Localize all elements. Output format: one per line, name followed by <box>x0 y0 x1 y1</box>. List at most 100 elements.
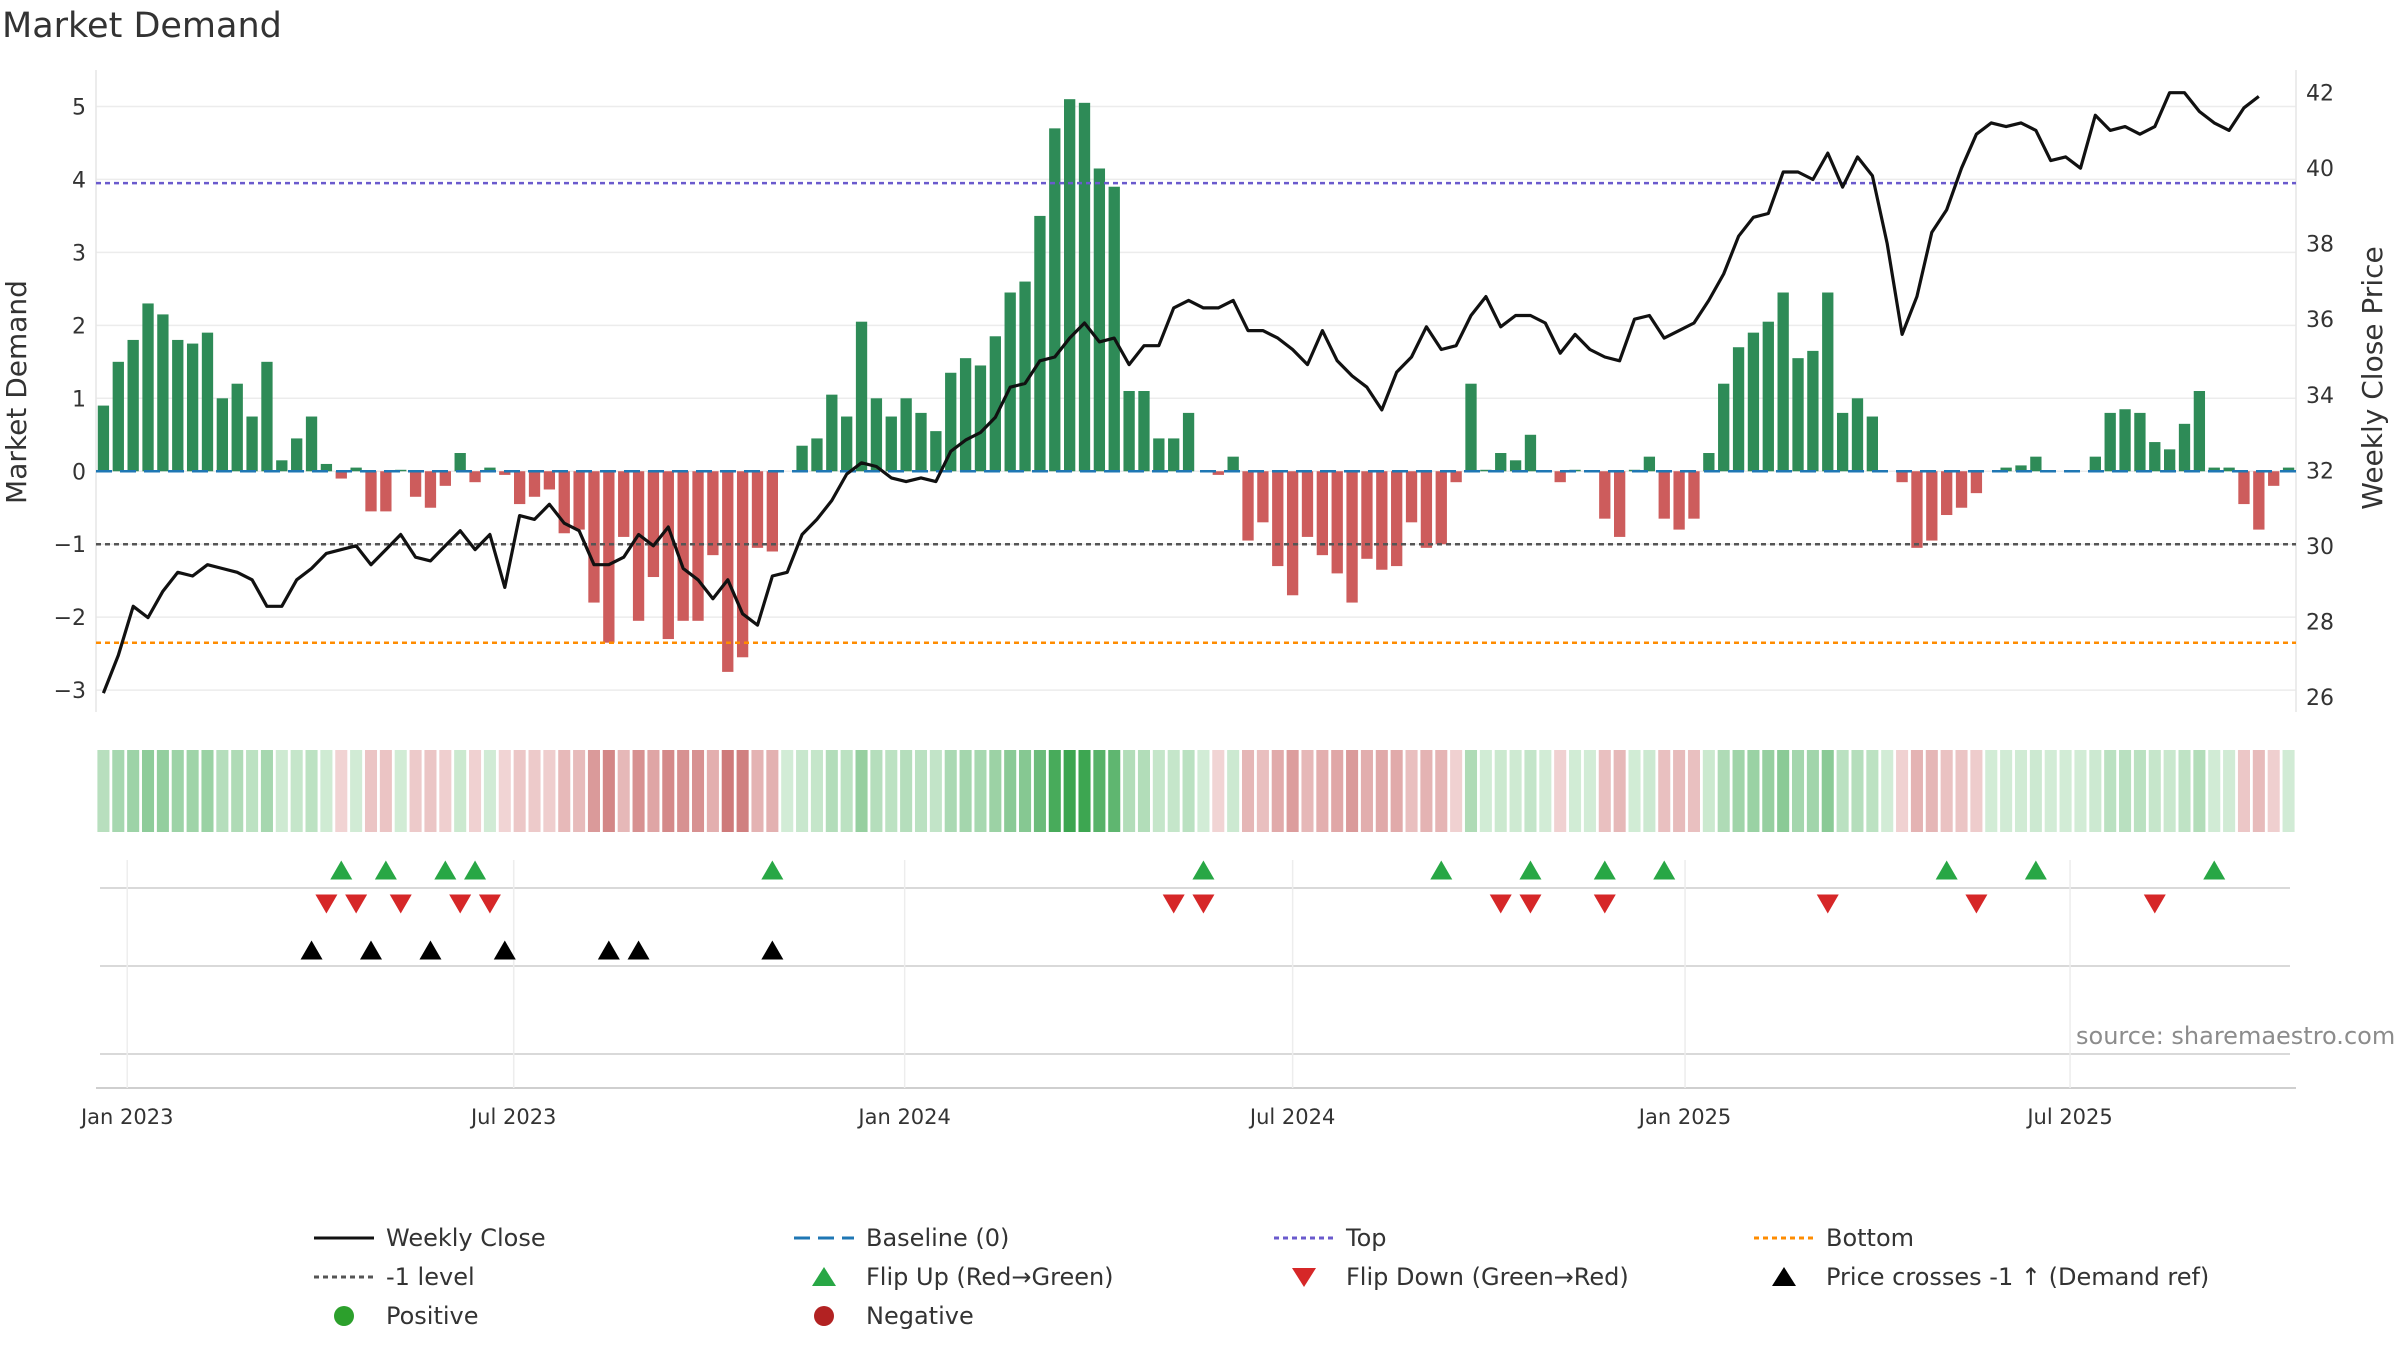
positive-bar <box>1108 186 1120 472</box>
positive-bar <box>796 445 808 472</box>
grid-layer <box>95 70 2297 712</box>
heat-cell <box>1004 750 1017 832</box>
heat-cell <box>825 750 838 832</box>
negative-bar <box>677 471 689 621</box>
positive-bar <box>276 460 288 472</box>
y2-tick-label: 30 <box>2306 535 2334 560</box>
positive-bar <box>1524 434 1537 472</box>
positive-bar <box>855 321 868 472</box>
heat-cell <box>364 750 378 832</box>
y-tick-label: 1 <box>72 387 86 412</box>
negative-bar <box>2238 471 2250 505</box>
heat-cell <box>691 750 705 832</box>
positive-bar <box>1643 456 1656 472</box>
positive-bar <box>1851 398 1864 472</box>
legend-label: Positive <box>386 1302 479 1330</box>
negative-bar <box>1554 471 1566 483</box>
heat-cell <box>1390 750 1403 832</box>
heat-cell <box>1985 750 1998 832</box>
legend-symbol-circle <box>814 1306 834 1326</box>
heat-cell <box>2208 750 2221 832</box>
heat-cell <box>1212 750 1225 832</box>
flip-down-marker <box>389 894 412 914</box>
negative-bar <box>647 471 660 578</box>
reference-lines <box>96 181 2296 644</box>
heat-cell <box>1554 750 1567 832</box>
positive-bar <box>1093 168 1106 472</box>
flip-up-marker <box>434 860 457 880</box>
negative-bar <box>528 471 541 497</box>
heat-cell <box>1464 750 1478 832</box>
heat-cell <box>1093 750 1106 832</box>
positive-bar <box>1807 350 1819 472</box>
flip-up-marker <box>2203 860 2226 880</box>
y-tick-label: 4 <box>72 168 86 193</box>
flip-up-marker <box>464 860 487 880</box>
y2-tick-label: 36 <box>2306 308 2334 333</box>
positive-bar <box>172 339 184 472</box>
positive-bar <box>127 339 139 472</box>
positive-bar <box>2015 465 2027 472</box>
flip-up-marker <box>1593 860 1616 880</box>
heat-cell <box>275 750 288 832</box>
positive-bar <box>1762 321 1774 472</box>
heat-cell <box>1078 750 1091 832</box>
heat-cell <box>1524 750 1537 832</box>
y-tick-label: 2 <box>72 314 86 339</box>
negative-bar <box>1272 471 1284 567</box>
flip-down-marker <box>1489 894 1512 914</box>
negative-bar <box>603 471 615 643</box>
y-tick-label: 3 <box>72 241 86 266</box>
positive-bar <box>2089 456 2101 472</box>
heat-cell <box>290 750 303 832</box>
heat-cell <box>1123 750 1136 832</box>
heat-cell <box>766 750 779 832</box>
positive-bar <box>97 405 110 472</box>
legend-symbol-triangle-up <box>812 1267 836 1286</box>
positive-bar <box>1777 292 1789 472</box>
heat-cell <box>914 750 928 832</box>
negative-bar <box>1614 471 1626 537</box>
positive-bar <box>1138 391 1150 472</box>
y2-tick-label: 26 <box>2306 686 2334 711</box>
positive-bar <box>1004 292 1016 472</box>
positive-bar <box>2282 467 2295 472</box>
positive-bar <box>1227 456 1239 472</box>
y2-tick-label: 38 <box>2306 233 2334 258</box>
heat-cell <box>721 750 734 832</box>
heat-cell <box>1241 750 1255 832</box>
x-tick-label: Jan 2023 <box>79 1105 174 1129</box>
heat-cell <box>2029 750 2042 832</box>
heat-cell <box>1732 750 1745 832</box>
positive-bar <box>1465 383 1477 472</box>
heat-cell <box>528 750 541 832</box>
flip-down-marker <box>1965 894 1988 914</box>
heat-cell <box>2074 750 2087 832</box>
heat-cell <box>1420 750 1433 832</box>
heat-cell <box>647 750 660 832</box>
negative-bar <box>692 471 704 621</box>
positive-bar <box>1182 412 1195 472</box>
heat-cell <box>1033 750 1046 832</box>
x-tick-label: Jan 2024 <box>856 1105 951 1129</box>
heat-cell <box>1896 750 1909 832</box>
negative-bar <box>380 471 392 512</box>
heat-cell <box>2252 750 2265 832</box>
positive-bar <box>989 336 1001 472</box>
heat-cell <box>1137 750 1150 832</box>
heat-cell <box>1583 750 1596 832</box>
positive-bar <box>1049 128 1061 472</box>
heat-cell <box>1598 750 1611 832</box>
heat-cell <box>2223 750 2236 832</box>
positive-bar <box>484 467 496 472</box>
heat-cell <box>260 750 273 832</box>
positive-bar <box>1123 391 1135 472</box>
negative-bar <box>2268 471 2280 486</box>
positive-bar <box>112 361 124 472</box>
flip-up-marker <box>2024 860 2047 880</box>
weekly-close-line <box>101 91 2260 694</box>
negative-bar <box>1212 471 1224 475</box>
positive-bar <box>261 361 273 472</box>
heat-cell <box>2014 750 2028 832</box>
